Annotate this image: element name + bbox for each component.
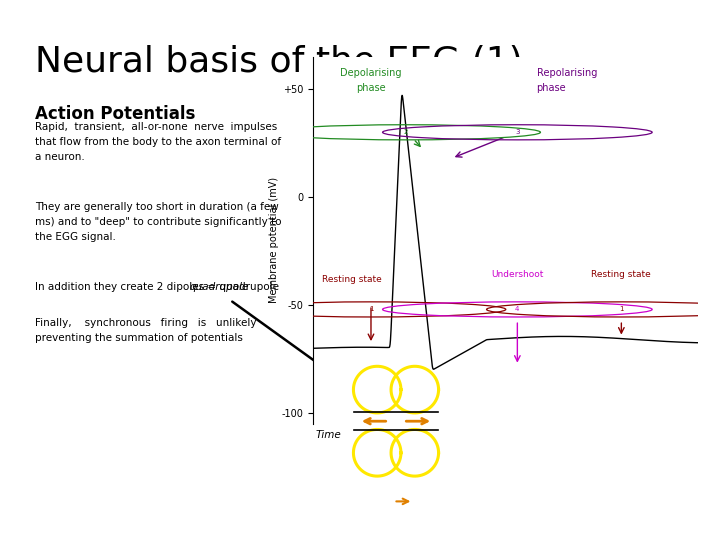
Text: Resting state: Resting state: [592, 270, 651, 279]
Text: Action Potentials: Action Potentials: [35, 105, 195, 123]
Text: phase: phase: [356, 83, 386, 93]
Text: 2: 2: [403, 129, 408, 136]
Text: quadrupole: quadrupole: [190, 282, 249, 292]
Text: Resting state: Resting state: [322, 274, 382, 284]
Text: 4: 4: [516, 306, 520, 313]
Text: They are generally too short in duration (a few
ms) and to "deep" to contribute : They are generally too short in duration…: [35, 202, 282, 241]
Y-axis label: Membrane potential (mV): Membrane potential (mV): [269, 177, 279, 303]
Text: In addition they create 2 dipoles = quadrupole: In addition they create 2 dipoles = quad…: [35, 282, 279, 292]
Text: Rapid,  transient,  all-or-none  nerve  impulses
that flow from the body to the : Rapid, transient, all-or-none nerve impu…: [35, 122, 281, 161]
Text: 3: 3: [515, 129, 520, 136]
Text: Finally,    synchronous   firing   is   unlikely
preventing the summation of pot: Finally, synchronous firing is unlikely …: [35, 318, 256, 343]
Text: phase: phase: [536, 83, 566, 93]
Text: 1: 1: [619, 306, 624, 313]
Text: Repolarising: Repolarising: [536, 68, 597, 78]
Text: Undershoot: Undershoot: [491, 270, 544, 279]
Text: Neural basis of the EEG (1): Neural basis of the EEG (1): [35, 45, 523, 79]
Text: 1: 1: [369, 306, 373, 313]
Text: Depolarising: Depolarising: [341, 68, 402, 78]
Text: Time: Time: [315, 430, 341, 440]
